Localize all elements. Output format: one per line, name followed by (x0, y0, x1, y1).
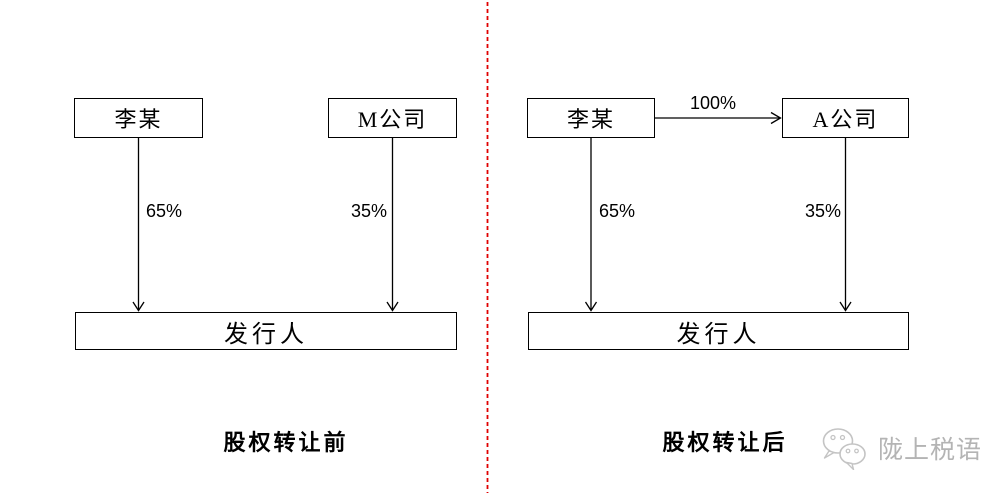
after-stake1-label: 65% (599, 201, 636, 221)
after-stake2-label: 35% (805, 201, 842, 221)
after-transfer-arrow-head (770, 111, 782, 125)
before-arrow-shareholder2-head (386, 301, 399, 312)
before-issuer-box: 发行人 (75, 312, 457, 350)
before-shareholder2-box: M公司 (328, 98, 457, 138)
after-arrow-shareholder1-head (584, 301, 598, 312)
after-shareholder2-box: A公司 (782, 98, 909, 138)
wechat-icon (822, 428, 866, 470)
after-transfer-label: 100% (689, 93, 737, 113)
before-stake2-label: 35% (351, 201, 388, 221)
watermark-text: 陇上税语 (878, 437, 983, 464)
before-stake1-label: 65% (146, 201, 183, 221)
after-issuer-box: 发行人 (528, 312, 909, 350)
watermark: 陇上税语 (819, 426, 982, 470)
before-arrow-shareholder1-head (132, 301, 145, 312)
before-shareholder1-box: 李某 (74, 98, 203, 138)
after-caption: 股权转让后 (662, 430, 788, 455)
before-caption: 股权转让前 (223, 430, 349, 455)
after-shareholder1-box: 李某 (527, 98, 655, 138)
after-arrow-shareholder2-head (839, 301, 852, 312)
